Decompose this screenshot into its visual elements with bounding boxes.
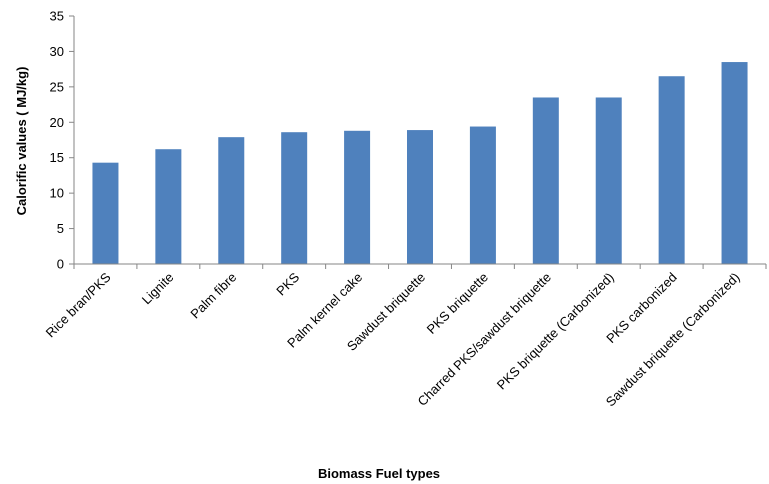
x-tick-label: PKS briquette bbox=[424, 270, 491, 337]
bar bbox=[469, 126, 496, 264]
bar bbox=[532, 97, 559, 264]
y-tick-label: 15 bbox=[50, 150, 64, 165]
y-tick-label: 35 bbox=[50, 9, 64, 24]
y-tick-label: 20 bbox=[50, 115, 64, 130]
bar bbox=[92, 162, 119, 264]
y-tick-label: 30 bbox=[50, 44, 64, 59]
x-tick-label: Lignite bbox=[139, 270, 177, 308]
y-axis-title: Calorific values ( MJ/kg) bbox=[14, 67, 29, 216]
x-tick-label: PKS briquette (Carbonized) bbox=[494, 270, 617, 393]
bar bbox=[595, 97, 622, 264]
x-axis-title: Biomass Fuel types bbox=[318, 466, 440, 481]
y-axis-ticks: 0 5 10 15 20 25 30 35 bbox=[50, 9, 74, 272]
x-tick-label: Rice bran/PKS bbox=[43, 269, 114, 340]
bar bbox=[155, 149, 182, 264]
x-tick-label: Charred PKS/sawdust briquette bbox=[415, 270, 554, 409]
bar bbox=[281, 132, 308, 264]
bar bbox=[344, 130, 371, 264]
y-tick-label: 0 bbox=[57, 257, 64, 272]
bar bbox=[658, 76, 685, 264]
bar bbox=[218, 137, 245, 264]
x-tick-label: Sawdust briquette (Carbonized) bbox=[603, 270, 743, 410]
x-tick-label: PKS bbox=[273, 269, 302, 298]
y-tick-label: 5 bbox=[57, 221, 64, 236]
bar bbox=[721, 62, 748, 264]
y-tick-label: 25 bbox=[50, 79, 64, 94]
bar bbox=[407, 130, 433, 264]
axes bbox=[73, 16, 767, 269]
x-tick-label: Palm fibre bbox=[187, 270, 239, 322]
bars bbox=[92, 62, 748, 264]
y-tick-label: 10 bbox=[50, 186, 64, 201]
